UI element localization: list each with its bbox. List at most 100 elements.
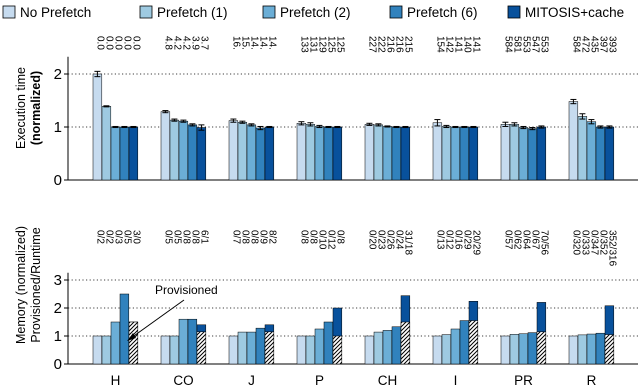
top-bar <box>92 73 103 181</box>
bottom-provisioned-bar <box>400 321 411 365</box>
top-bar <box>459 126 470 181</box>
bottom-bar <box>323 321 334 365</box>
top-ytick-label: 1 <box>54 119 62 136</box>
bottom-value-label: 0/5 <box>162 230 173 244</box>
top-value-label: 4.2 <box>180 36 191 50</box>
bottom-value-label: 0/8 <box>189 230 200 244</box>
bottom-bar <box>509 334 520 365</box>
top-bar <box>119 126 130 181</box>
bottom-value-label: 0/64 <box>520 230 531 250</box>
bottom-value-label: 70/56 <box>538 230 549 255</box>
bottom-value-label: 20/29 <box>470 230 481 255</box>
top-bar <box>509 124 520 181</box>
bottom-value-label: 0/347 <box>588 230 599 255</box>
top-value-label: 397 <box>597 36 608 53</box>
bottom-bar <box>169 335 180 365</box>
top-value-label: 0.0 <box>112 36 123 50</box>
top-value-label: 141 <box>452 36 463 53</box>
bottom-value-label: 0/62 <box>511 230 522 250</box>
bottom-provisioned-bar <box>196 331 207 365</box>
bottom-value-label: 0/12 <box>443 230 454 250</box>
top-bar <box>595 126 606 181</box>
bottom-bar <box>586 333 597 365</box>
category-label: PR <box>514 373 533 388</box>
bottom-value-label: 0/3 <box>112 230 123 244</box>
top-bar <box>110 126 121 181</box>
bottom-value-label: 6/1 <box>198 230 209 244</box>
legend-swatch <box>2 5 16 19</box>
top-value-label: 4.8 <box>162 36 173 50</box>
top-value-label: 216 <box>393 36 404 53</box>
category-label: CH <box>378 373 398 388</box>
bottom-bar <box>459 320 470 365</box>
bottom-ytick-label: 1 <box>54 328 62 345</box>
top-value-label: 547 <box>529 36 540 53</box>
bottom-bar <box>160 335 171 365</box>
top-bar <box>101 106 112 181</box>
bottom-ytick-label: 0 <box>54 356 62 373</box>
bottom-value-label: 0/57 <box>502 230 513 250</box>
legend-label: Prefetch (1) <box>157 5 228 20</box>
bottom-bar <box>518 333 529 365</box>
legend: No Prefetch Prefetch (1) Prefetch (2) Prefe… <box>2 5 624 20</box>
top-bar <box>196 127 207 181</box>
bottom-value-label: 0/2 <box>103 230 114 244</box>
bottom-bar <box>500 335 511 365</box>
bottom-provisioned-bar <box>536 331 547 365</box>
top-bar <box>169 119 180 181</box>
bottom-bar <box>92 335 103 365</box>
category-label: CO <box>173 373 193 388</box>
top-bar <box>391 126 402 181</box>
top-value-label: 3.9 <box>189 36 200 50</box>
top-bar <box>604 126 615 181</box>
top-value-label: 472 <box>579 36 590 53</box>
bottom-bar <box>296 335 307 365</box>
top-ylabel-line1: Execution time <box>14 67 28 149</box>
bottom-value-label: 0/12 <box>325 230 336 250</box>
category-label: R <box>587 373 597 388</box>
top-bar <box>568 101 579 181</box>
top-value-label: 584 <box>570 36 581 53</box>
bottom-value-label: 0/320 <box>570 230 581 255</box>
top-bar <box>128 126 139 181</box>
top-value-label: 215 <box>402 36 413 53</box>
top-bar <box>323 126 334 181</box>
bottom-bar <box>450 328 461 365</box>
top-value-label: 142 <box>443 36 454 53</box>
bottom-bar <box>364 335 375 365</box>
top-value-label: 14. <box>266 36 277 50</box>
bottom-ytick-label: 3 <box>54 272 62 289</box>
provisioned-annotation: Provisioned <box>127 283 218 341</box>
top-value-label: 14. <box>257 36 268 50</box>
top-value-label: 0.0 <box>94 36 105 50</box>
top-bar <box>441 126 452 181</box>
top-value-label: 14. <box>248 36 259 50</box>
bottom-value-label: 0/333 <box>579 230 590 255</box>
bottom-bar <box>237 331 248 365</box>
bottom-value-label: 0/23 <box>375 230 386 250</box>
bottom-value-label: 0/8 <box>239 230 250 244</box>
top-bar <box>178 120 189 181</box>
top-bar <box>382 126 393 181</box>
bottom-bar <box>255 327 266 365</box>
top-value-label: 0.0 <box>121 36 132 50</box>
category-label: J <box>248 373 255 388</box>
category-label: P <box>315 373 324 388</box>
bottom-value-label: 3/0 <box>130 230 141 244</box>
top-value-label: 227 <box>366 36 377 53</box>
bottom-bar <box>432 335 443 365</box>
bottom-provisioned-bar <box>604 334 615 365</box>
bottom-value-label: 0/2 <box>94 230 105 244</box>
legend-label: No Prefetch <box>20 5 91 20</box>
bottom-value-label: 0/5 <box>121 230 132 244</box>
bottom-value-label: 0/13 <box>434 230 445 250</box>
bottom-provisioned-bar <box>128 321 139 365</box>
bottom-bar <box>527 332 538 365</box>
top-bar <box>400 126 411 181</box>
category-labels: H CO J P CH I PR R <box>111 373 597 388</box>
bottom-bar <box>178 318 189 365</box>
legend-swatch <box>507 5 521 19</box>
top-bar <box>527 128 538 181</box>
legend-label: MITOSIS+cache <box>525 5 624 20</box>
